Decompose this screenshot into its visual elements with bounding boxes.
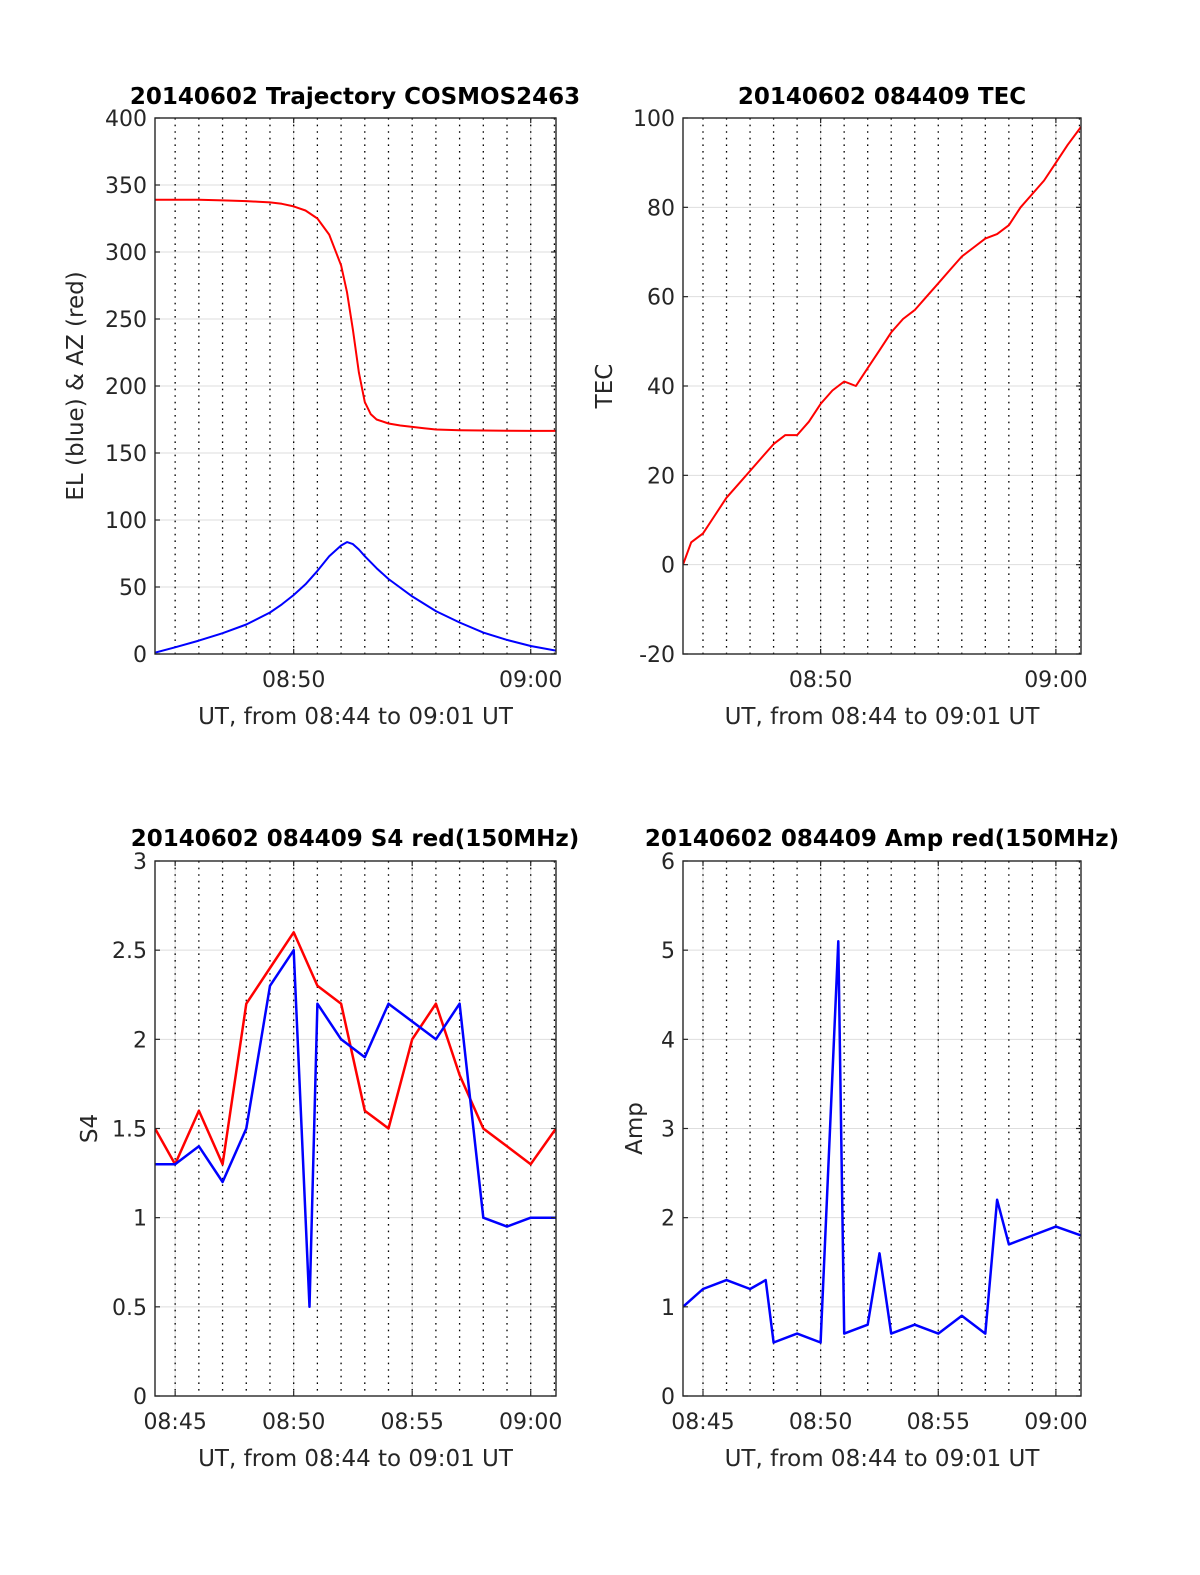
y-tick-label: 2.5	[112, 939, 147, 964]
x-axis-label: UT, from 08:44 to 09:01 UT	[198, 704, 514, 730]
y-axis-label: S4	[77, 1114, 103, 1143]
y-ticks: 0 0.5 1 1.5 2 2.5 3	[112, 850, 556, 1410]
x-tick-label: 08:50	[789, 1410, 852, 1435]
series-area	[155, 198, 556, 654]
y-tick-label: 3	[661, 1118, 675, 1143]
tec-panel: -20 0 20 40 60 80 100 08:50 09:00 20140602 0844…	[592, 84, 1088, 730]
y-tick-label: -20	[639, 643, 675, 668]
x-gridlines	[702, 861, 1057, 1396]
y-tick-label: 300	[105, 241, 147, 266]
y-tick-label: 50	[119, 576, 147, 601]
series-line-2	[155, 948, 556, 1309]
series-line-1	[683, 940, 1081, 1344]
y-tick-label: 1	[661, 1296, 675, 1321]
x-tick-label: 08:50	[262, 1410, 325, 1435]
y-gridlines	[155, 117, 556, 655]
x-tick-label: 08:50	[262, 668, 325, 693]
y-axis-label: EL (blue) & AZ (red)	[63, 271, 89, 500]
y-tick-label: 1	[133, 1207, 147, 1232]
series-area	[155, 931, 556, 1309]
y-tick-label: 100	[105, 509, 147, 534]
y-tick-label: 4	[661, 1028, 675, 1053]
y-tick-label: 250	[105, 308, 147, 333]
x-tick-label: 09:00	[1024, 1410, 1087, 1435]
y-tick-label: 6	[661, 850, 675, 875]
chart-title: 20140602 084409 S4 red(150MHz)	[131, 826, 580, 852]
series-line-2	[155, 541, 556, 654]
x-tick-label: 08:45	[671, 1410, 734, 1435]
x-ticks: 08:50 09:00	[262, 118, 562, 693]
y-axis-label: TEC	[592, 364, 618, 410]
x-ticks: 08:45 08:50 08:55 09:00	[143, 861, 562, 1435]
y-tick-label: 350	[105, 174, 147, 199]
y-tick-label: 0	[133, 1385, 147, 1410]
series-line-1	[155, 931, 556, 1166]
y-tick-label: 2	[661, 1207, 675, 1232]
chart-title: 20140602 084409 TEC	[738, 84, 1026, 110]
y-tick-label: 2	[133, 1028, 147, 1053]
y-ticks: -20 0 20 40 60 80 100	[633, 107, 1081, 668]
y-ticks: 0 1 2 3 4 5 6	[661, 850, 1081, 1410]
y-tick-label: 60	[647, 286, 675, 311]
x-tick-label: 09:00	[1024, 668, 1087, 693]
y-tick-label: 0.5	[112, 1296, 147, 1321]
x-tick-label: 08:55	[907, 1410, 970, 1435]
y-tick-label: 0	[661, 1385, 675, 1410]
y-axis-label: Amp	[622, 1102, 648, 1155]
x-ticks: 08:50 09:00	[789, 118, 1088, 693]
series-line-1	[155, 198, 556, 432]
y-tick-label: 1.5	[112, 1118, 147, 1143]
y-tick-label: 0	[661, 554, 675, 579]
y-tick-label: 0	[133, 643, 147, 668]
y-tick-label: 150	[105, 442, 147, 467]
series-area	[683, 940, 1081, 1344]
chart-title: 20140602 084409 Amp red(150MHz)	[645, 826, 1119, 852]
x-tick-label: 08:55	[380, 1410, 443, 1435]
s4-panel: 0 0.5 1 1.5 2 2.5 3 08:45 08:50 08:55 09:00 20140…	[77, 826, 579, 1472]
y-tick-label: 5	[661, 939, 675, 964]
series-group	[155, 198, 556, 654]
y-tick-label: 100	[633, 107, 675, 132]
y-tick-label: 3	[133, 850, 147, 875]
x-tick-label: 08:50	[789, 668, 852, 693]
series-group	[683, 126, 1081, 566]
x-tick-label: 09:00	[499, 1410, 562, 1435]
x-gridlines	[174, 861, 532, 1396]
series-line-1	[683, 126, 1081, 566]
y-tick-label: 200	[105, 375, 147, 400]
series-area	[683, 126, 1081, 566]
x-axis-label: UT, from 08:44 to 09:01 UT	[725, 704, 1041, 730]
series-group	[683, 940, 1081, 1344]
x-axis-label: UT, from 08:44 to 09:01 UT	[198, 1446, 514, 1472]
x-ticks: 08:45 08:50 08:55 09:00	[671, 861, 1088, 1435]
y-tick-label: 400	[105, 107, 147, 132]
y-tick-label: 40	[647, 375, 675, 400]
y-tick-label: 20	[647, 464, 675, 489]
x-tick-label: 08:45	[143, 1410, 206, 1435]
x-axis-label: UT, from 08:44 to 09:01 UT	[725, 1446, 1041, 1472]
y-ticks: 0 50 100 150 200 250 300 350 400	[105, 107, 556, 668]
chart-title: 20140602 Trajectory COSMOS2463	[130, 84, 580, 110]
y-tick-label: 80	[647, 196, 675, 221]
x-gridlines	[820, 118, 1057, 654]
x-tick-label: 09:00	[499, 668, 562, 693]
trajectory-panel: 0 50 100 150 200 250 300 350 400 08:50 09:00 2014…	[63, 84, 580, 730]
amp-panel: 0 1 2 3 4 5 6 08:45 08:50 08:55 09:00 20140602 08…	[622, 826, 1119, 1472]
series-group	[155, 931, 556, 1309]
